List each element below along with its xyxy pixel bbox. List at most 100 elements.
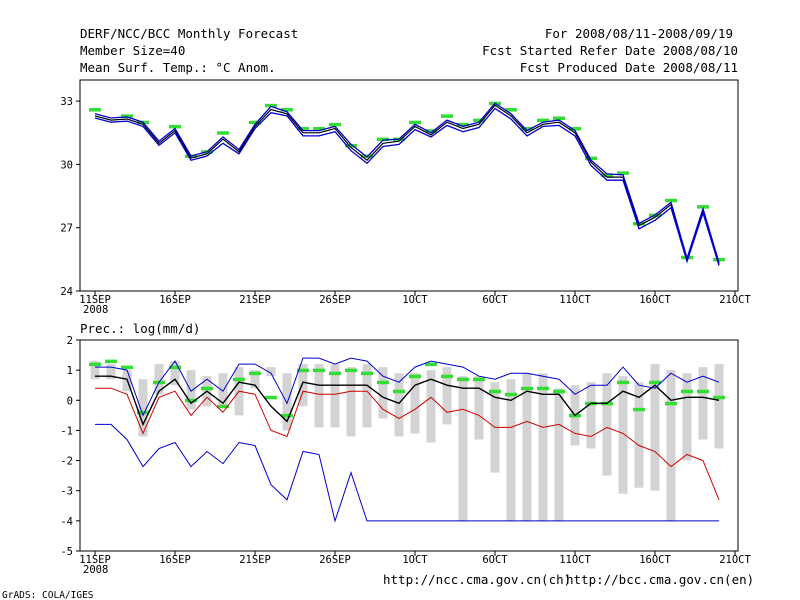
observed-marker (601, 173, 613, 177)
y-tick-label: 1 (67, 365, 73, 377)
x-tick-label: 26SEP (319, 294, 351, 306)
precipitation-chart: -5 -4 -3 -2 -1 0 1 2 11SEP 16SEP 21SEP 26SEP 1OCT 6OC… (60, 335, 751, 576)
observed-marker (633, 407, 645, 412)
spread-bar (378, 367, 388, 419)
y-tick-label: -2 (60, 456, 73, 468)
spread-bar (554, 388, 564, 521)
observed-marker (377, 380, 389, 385)
x-tick-label: 6OCT (482, 294, 508, 306)
observed-marker (617, 171, 629, 175)
y-tick-label: 24 (60, 286, 73, 298)
observed-marker (201, 386, 213, 391)
observed-marker (473, 118, 485, 123)
url-ch-link[interactable]: http://ncc.cma.gov.cn(ch) (383, 572, 571, 587)
observed-marker (249, 371, 261, 376)
spread-bar (314, 364, 324, 428)
y-tick-label: 33 (60, 96, 73, 108)
observed-marker (425, 362, 437, 367)
temperature-plot-frame (79, 79, 739, 292)
spread-bar (538, 373, 548, 521)
observed-marker (297, 368, 309, 373)
spread-bar (650, 364, 660, 491)
spread-bar (698, 367, 708, 440)
observed-marker (441, 374, 453, 379)
spread-bar (634, 382, 644, 488)
observed-marker (505, 392, 517, 397)
observed-marker (89, 362, 101, 367)
observed-marker (665, 198, 677, 203)
observed-marker (617, 380, 629, 385)
observed-marker (105, 359, 117, 364)
observed-marker (169, 365, 181, 370)
spread-bar (410, 373, 420, 434)
x-year-label: 2008 (83, 564, 108, 576)
spread-bar (298, 364, 308, 407)
observed-marker (473, 377, 485, 382)
x-tick-label: 1OCT (402, 294, 428, 306)
observed-marker (297, 127, 309, 131)
y-tick-label: 2 (67, 335, 73, 347)
observed-marker (313, 127, 325, 131)
observed-marker (185, 398, 197, 403)
spread-bar (714, 364, 724, 449)
observed-marker (345, 368, 357, 373)
observed-marker (217, 404, 229, 409)
observed-marker (585, 156, 597, 161)
series-line-upper (94, 102, 720, 263)
y-tick-label: -4 (60, 516, 73, 528)
spread-bar (330, 364, 340, 428)
observed-marker (121, 114, 133, 118)
observed-marker (313, 368, 325, 373)
series-line-ensemble-mean (94, 104, 720, 264)
observed-marker (457, 122, 469, 127)
observed-marker (217, 131, 229, 135)
y-tick-label: -1 (60, 425, 73, 437)
x-tick-label: 11OCT (559, 294, 591, 306)
spread-bar (602, 373, 612, 476)
spread-bar (266, 367, 276, 377)
observed-marker (521, 386, 533, 391)
spread-bar (106, 364, 116, 380)
observed-marker (265, 103, 277, 108)
observed-marker (409, 120, 421, 125)
spread-bar (426, 370, 436, 443)
observed-marker (329, 371, 341, 376)
temperature-chart: 24 27 30 33 11SEP 16SEP 21SEP 26SEP 1OCT 6OCT 11OC… (60, 79, 751, 316)
header-started: Fcst Started Refer Date 2008/08/10 (482, 43, 738, 58)
observed-marker (457, 377, 469, 382)
y-tick-label: 0 (67, 395, 73, 407)
spread-bar (154, 364, 164, 395)
series-line-ensemble-mean (95, 375, 720, 427)
observed-marker (489, 389, 501, 394)
y-tick-label: -5 (60, 546, 73, 558)
url-en-link[interactable]: http://bcc.cma.gov.cn(en) (566, 572, 754, 587)
x-tick-label: 21SEP (239, 554, 271, 566)
header-temp-label: Mean Surf. Temp.: °C Anom. (80, 60, 276, 75)
observed-marker (281, 413, 293, 418)
observed-marker (377, 137, 389, 142)
y-tick-label: 30 (60, 159, 73, 171)
spread-bar (458, 376, 468, 521)
spread-bar (170, 361, 180, 386)
spread-bar (362, 364, 372, 428)
observed-marker (137, 410, 149, 415)
observed-marker (553, 116, 565, 120)
spread-bar (282, 373, 292, 431)
observed-marker (393, 389, 405, 394)
observed-marker (409, 374, 421, 379)
spread-bar (666, 370, 676, 521)
spread-bar (250, 370, 260, 389)
y-tick-label: 27 (60, 223, 73, 235)
spread-bar (618, 376, 628, 494)
x-tick-label: 21SEP (239, 294, 271, 306)
series-line-lower (94, 107, 720, 266)
observed-marker (537, 118, 549, 123)
x-tick-label: 16SEP (159, 554, 191, 566)
observed-marker (345, 143, 357, 148)
observed-marker (249, 120, 261, 125)
y-tick-label: -3 (60, 486, 73, 498)
observed-marker (681, 389, 693, 394)
x-tick-label: 21OCT (719, 294, 751, 306)
observed-marker (537, 386, 549, 391)
